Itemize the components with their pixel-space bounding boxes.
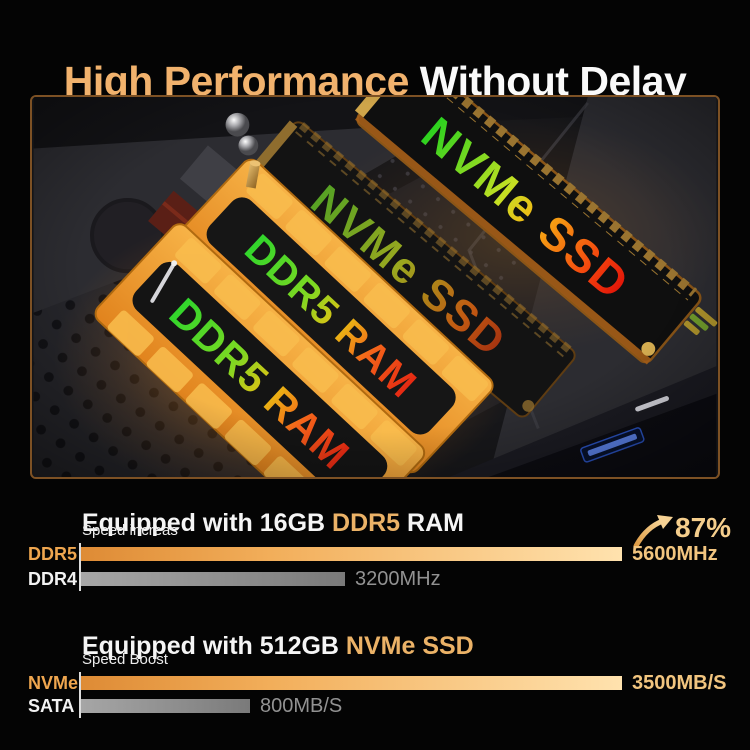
ssd-section-heading: Equipped with 512GB NVMe SSD (82, 632, 474, 661)
ram-chart-subtitle: Speed increas (82, 522, 178, 539)
sata-label: SATA (28, 695, 75, 716)
nvme-label: NVMe (28, 672, 79, 693)
ram-heading-accent: DDR5 (332, 508, 401, 537)
ssd-heading-prefix: Equipped with 512GB (82, 631, 346, 660)
sata-bar (81, 699, 250, 713)
up-arrow-icon (633, 515, 673, 549)
ssd-chart-subtitle: Speed Boost (82, 651, 168, 668)
ram-heading-suffix: RAM (400, 508, 464, 537)
sata-value: 800MB/S (260, 694, 343, 717)
ddr4-value: 3200MHz (355, 567, 441, 590)
ddr4-bar (81, 572, 345, 586)
nvme-bar (81, 676, 622, 690)
ddr4-bar-row: DDR4 3200MHz (28, 568, 441, 590)
product-photo: NVMe SSD NVMe SSD (30, 95, 720, 479)
ddr4-label: DDR4 (28, 568, 78, 589)
speed-increase-value: 87% (675, 512, 732, 543)
ssd-heading-accent: NVMe SSD (345, 631, 474, 660)
ssd-chart-axis (79, 672, 81, 718)
ddr5-bar-row: DDR5 5600MHz (28, 543, 718, 565)
ddr5-value: 5600MHz (632, 542, 718, 565)
speed-increase-badge: 87% (633, 511, 731, 551)
page-title: High Performance Without Delay (0, 57, 750, 105)
nvme-value: 3500MB/S (632, 671, 727, 694)
sata-bar-row: SATA 800MB/S (28, 695, 342, 717)
mini-pc-internals-illustration: NVMe SSD NVMe SSD (33, 97, 718, 477)
ddr5-label: DDR5 (28, 543, 78, 564)
vignette (33, 97, 717, 477)
nvme-bar-row: NVMe 3500MB/S (28, 672, 727, 694)
ram-heading-prefix: Equipped with 16GB (82, 508, 333, 537)
ddr5-bar (81, 547, 622, 561)
ram-section-heading: Equipped with 16GB DDR5 RAM (82, 509, 464, 538)
ram-chart-axis (79, 543, 81, 591)
